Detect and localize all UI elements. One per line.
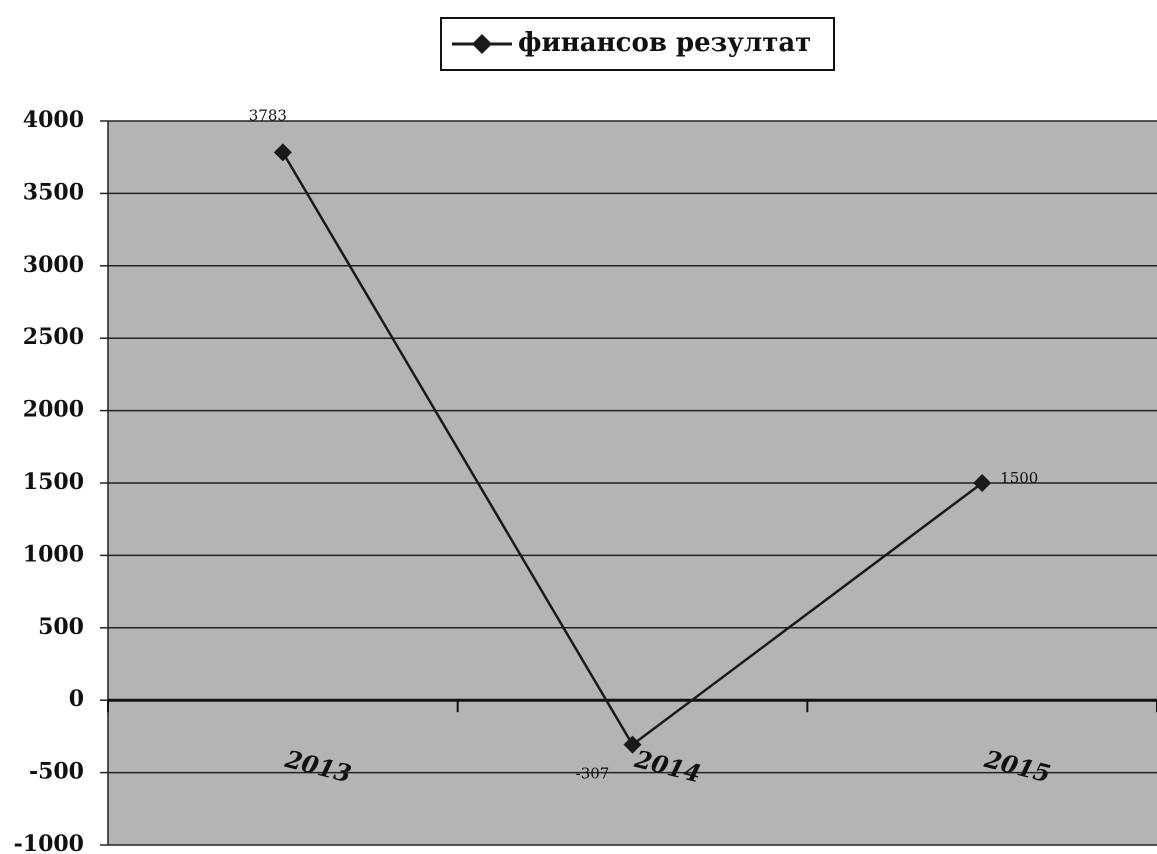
y-tick-label: 500 <box>38 614 84 640</box>
data-label: 3783 <box>249 106 287 124</box>
y-tick-label: 2000 <box>23 397 84 423</box>
data-point <box>973 474 992 492</box>
data-label: -307 <box>576 765 610 783</box>
data-point <box>273 143 292 162</box>
y-tick-label: 3500 <box>23 179 84 205</box>
y-tick-label: -500 <box>29 759 84 785</box>
data-point <box>623 735 642 754</box>
y-tick-label: 1500 <box>23 469 84 495</box>
legend-marker <box>472 34 492 54</box>
legend-label: финансов резултат <box>518 28 811 58</box>
y-tick-label: -1000 <box>14 831 84 854</box>
y-tick-label: 2500 <box>23 324 84 350</box>
y-tick-label: 4000 <box>23 107 84 133</box>
data-label: 1500 <box>1000 469 1038 487</box>
y-tick-label: 3000 <box>23 252 84 278</box>
y-tick-label: 1000 <box>23 541 84 567</box>
y-tick-label: 0 <box>69 686 84 712</box>
